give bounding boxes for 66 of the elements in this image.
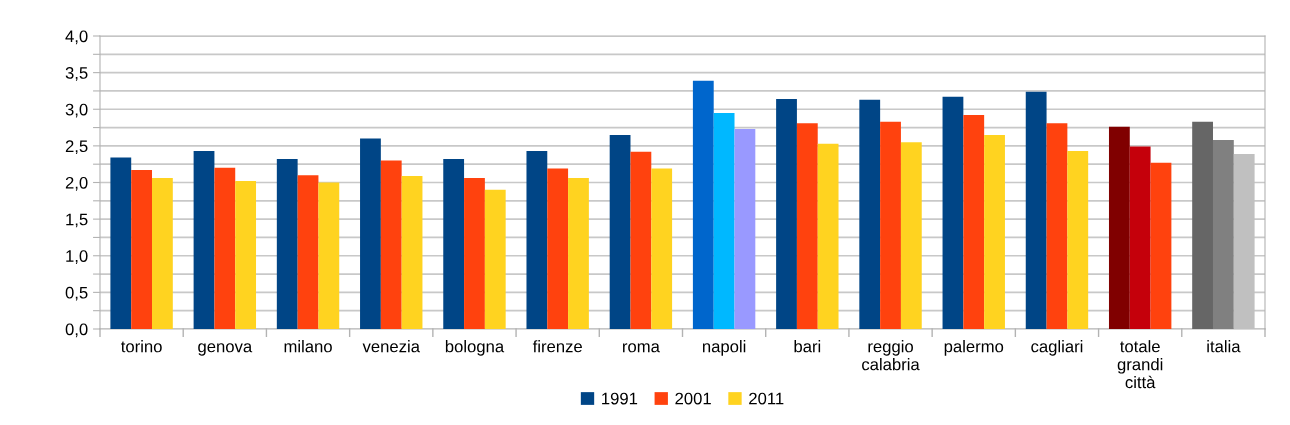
legend-label: 2011	[749, 392, 784, 405]
x-tick-label: palermo	[944, 340, 1004, 356]
x-tick-label: firenze	[532, 340, 582, 353]
y-tick-label: 1,0	[66, 250, 88, 264]
bar	[963, 115, 985, 329]
y-tick-label: 3,5	[65, 67, 88, 81]
y-tick-label: 2,0	[65, 176, 88, 191]
x-tick-label: venezia	[362, 340, 420, 353]
bar	[547, 168, 569, 329]
bar	[1192, 121, 1213, 329]
bar	[401, 175, 423, 329]
x-tick-label: italia	[1207, 340, 1241, 353]
y-tick-label: 3,0	[65, 103, 88, 118]
y-tick-label: 1,5	[66, 213, 88, 228]
bar	[776, 98, 797, 329]
bar	[984, 134, 1005, 329]
bar	[297, 175, 319, 329]
bar	[817, 143, 839, 329]
bar	[651, 168, 673, 329]
bar	[276, 159, 298, 329]
bar	[859, 99, 881, 329]
x-tick-label: roma	[623, 343, 660, 353]
y-tick-label: 4,0	[65, 30, 88, 45]
y-tick-label: 0,5	[65, 286, 88, 301]
x-tick-label: cagliari	[1031, 340, 1083, 356]
x-tick-label: torino	[121, 340, 162, 353]
bar	[193, 151, 215, 329]
bar	[568, 178, 589, 329]
bar	[235, 181, 257, 329]
bar	[318, 182, 340, 329]
bar	[214, 167, 236, 329]
x-tick-label: bari	[794, 340, 821, 353]
bar	[1129, 146, 1151, 329]
bar	[131, 170, 153, 329]
legend-label: 1991	[602, 392, 638, 405]
bar	[630, 151, 652, 329]
x-tick-label: milano	[284, 340, 332, 353]
bar	[484, 189, 506, 329]
x-tick-label: totale grandi città	[1117, 340, 1163, 389]
bar	[1108, 126, 1130, 329]
bar	[942, 96, 964, 329]
bar	[152, 178, 173, 329]
x-tick-label: genova	[198, 343, 253, 356]
bar	[609, 134, 631, 329]
bar	[796, 123, 818, 329]
bar	[692, 80, 714, 329]
bar	[880, 121, 901, 329]
bar	[110, 157, 132, 329]
bar	[900, 142, 922, 329]
bar	[1046, 123, 1068, 329]
x-tick-label: reggio calabria	[862, 340, 920, 371]
y-tick-label: 0,0	[65, 323, 88, 338]
bar	[380, 160, 402, 329]
x-tick-label: bologna	[445, 340, 505, 356]
bar	[464, 178, 485, 329]
y-tick-label: 2,5	[65, 140, 88, 155]
bar	[734, 129, 756, 329]
bar	[1067, 151, 1089, 329]
bar	[443, 159, 465, 329]
bar	[713, 112, 735, 329]
x-tick-label: napoli	[702, 340, 746, 356]
bar	[526, 151, 548, 329]
bar	[1212, 140, 1234, 329]
legend-label: 2001	[675, 392, 711, 405]
bar	[1025, 91, 1047, 329]
bar	[360, 138, 381, 329]
